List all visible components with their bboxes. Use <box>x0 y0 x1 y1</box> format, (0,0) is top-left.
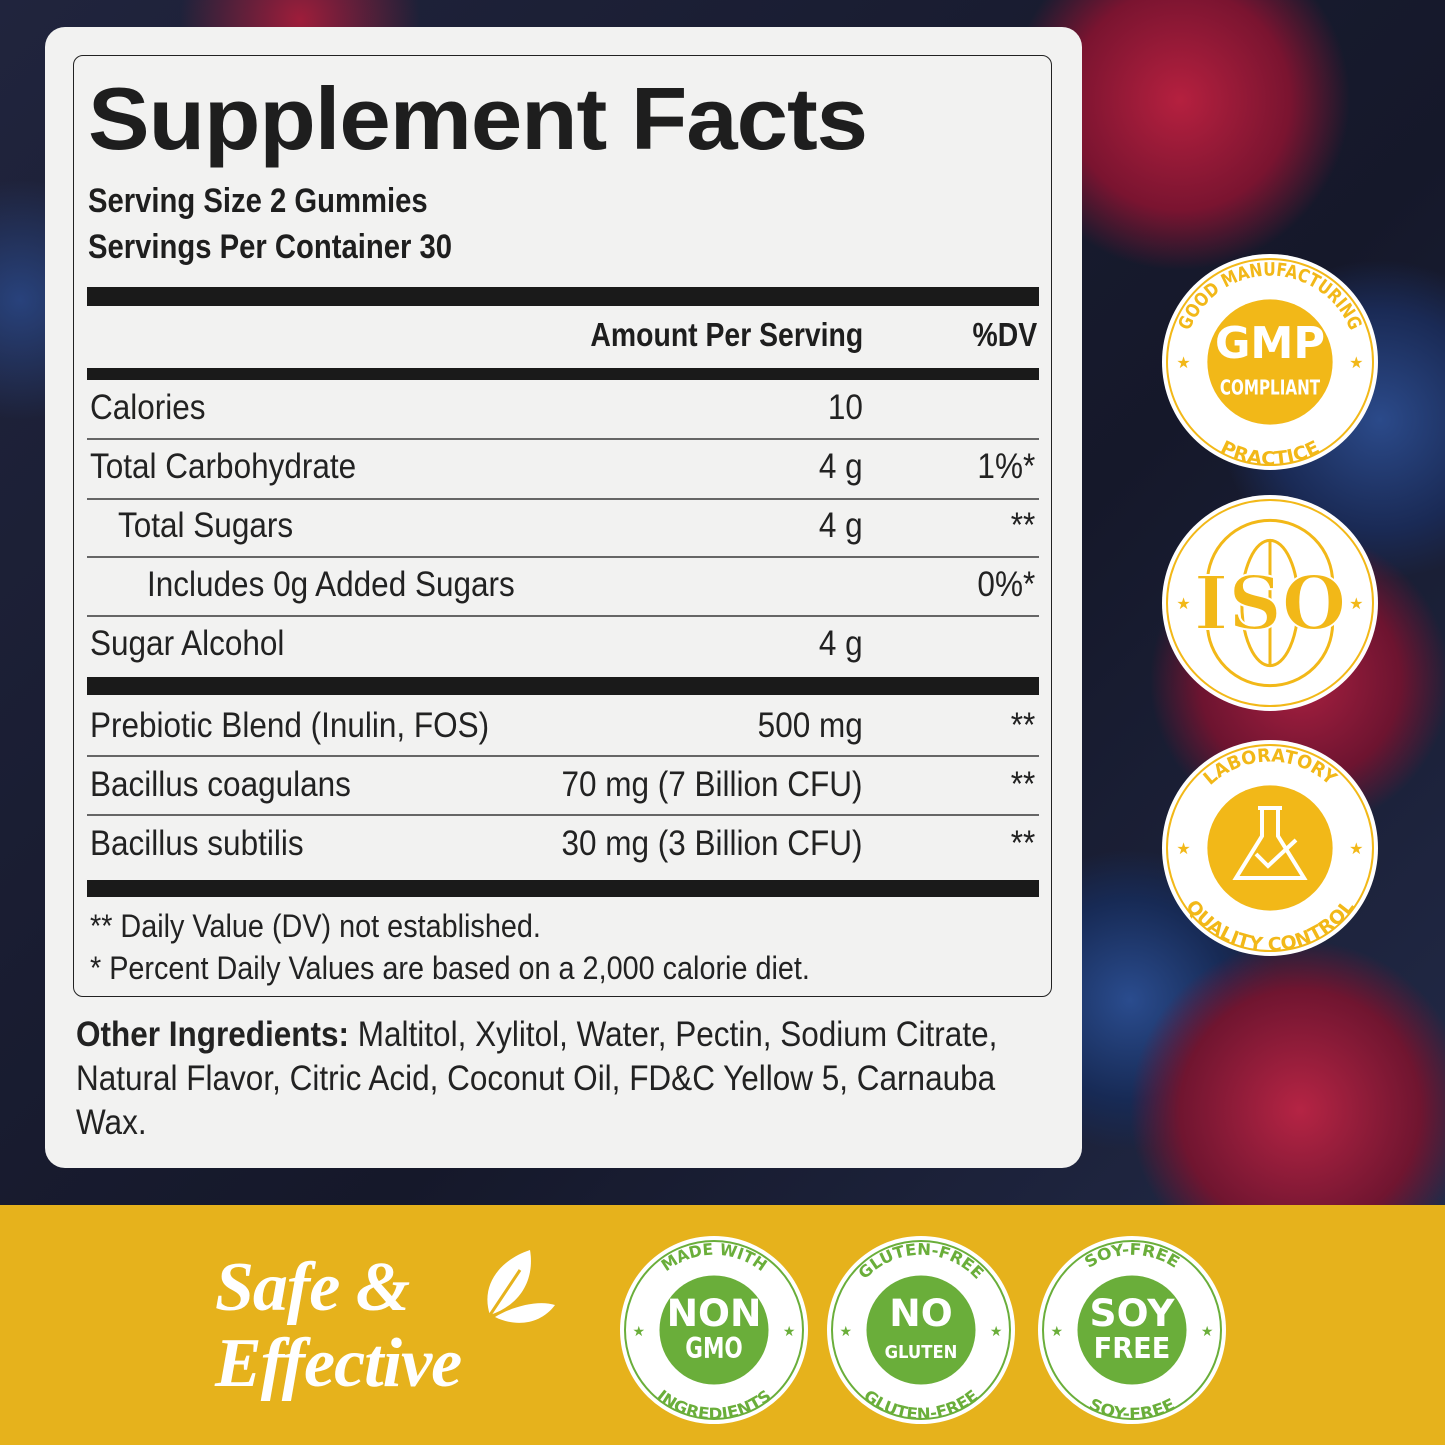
nutrient-name: Bacillus subtilis <box>90 824 304 863</box>
lab-quality-badge: LABORATORY QUALITY CONTROL ★ ★ <box>1158 736 1382 965</box>
nutrient-amount: 4 g <box>819 447 863 486</box>
table-row: Total Carbohydrate 4 g 1%* <box>87 447 1039 487</box>
nutrient-amount: 500 mg <box>757 706 863 745</box>
nutrient-dv: ** <box>1010 506 1035 545</box>
tagline: Safe & Effective <box>215 1250 595 1402</box>
row-divider <box>87 814 1039 816</box>
star-icon: ★ <box>839 1323 852 1339</box>
page-title: Supplement Facts <box>88 69 868 168</box>
badge-center-subtext: COMPLIANT <box>1220 375 1320 399</box>
star-icon: ★ <box>1176 840 1191 858</box>
badge-center-text: NON <box>667 1291 762 1335</box>
badge-center-text: ISO <box>1194 561 1347 647</box>
flask-check-icon <box>1232 806 1308 880</box>
nutrient-dv: ** <box>1010 824 1035 863</box>
nutrient-amount: 30 mg (3 Billion CFU) <box>561 824 863 863</box>
table-row: Calories 10 <box>87 388 1039 428</box>
other-ingredients-label: Other Ingredients: <box>76 1015 350 1054</box>
row-divider <box>87 556 1039 558</box>
table-row: Total Sugars 4 g ** <box>87 506 1039 546</box>
divider-thick <box>87 880 1039 897</box>
gmp-badge: GOOD MANUFACTURING PRACTICE ★ ★ GMP COMPLI… <box>1158 250 1382 479</box>
nutrient-name: Total Carbohydrate <box>90 447 357 486</box>
nutrient-dv: 0%* <box>977 565 1035 604</box>
tagline-line2: Effective <box>215 1325 462 1402</box>
star-icon: ★ <box>783 1323 796 1339</box>
table-row: Prebiotic Blend (Inulin, FOS) 500 mg ** <box>87 706 1039 746</box>
nutrient-dv: ** <box>1010 765 1035 804</box>
serving-size: Serving Size 2 Gummies <box>88 182 428 220</box>
star-icon: ★ <box>1176 354 1191 372</box>
divider-thick <box>87 368 1039 380</box>
servings-per-container: Servings Per Container 30 <box>88 228 453 266</box>
amount-header: Amount Per Serving <box>590 316 863 353</box>
row-divider <box>87 755 1039 757</box>
star-icon: ★ <box>1050 1323 1063 1339</box>
star-icon: ★ <box>990 1323 1003 1339</box>
nutrient-name: Prebiotic Blend (Inulin, FOS) <box>90 706 490 745</box>
star-icon: ★ <box>1201 1323 1214 1339</box>
star-icon: ★ <box>1176 595 1191 613</box>
badge-center-subtext: FREE <box>1094 1332 1171 1365</box>
nutrient-dv: 1%* <box>977 447 1035 486</box>
leaf-icon <box>487 1250 555 1323</box>
badge-center-subtext: GLUTEN <box>885 1342 958 1363</box>
nutrient-name: Total Sugars <box>118 506 294 545</box>
nutrient-name: Includes 0g Added Sugars <box>147 565 515 604</box>
other-ingredients: Other Ingredients: Maltitol, Xylitol, Wa… <box>76 1013 1048 1145</box>
tagline-line1: Safe & <box>215 1249 410 1326</box>
iso-badge: ★ ★ ISO <box>1158 491 1382 720</box>
divider-thick <box>87 287 1039 306</box>
nutrient-name: Sugar Alcohol <box>90 624 285 663</box>
star-icon: ★ <box>1349 354 1364 372</box>
gluten-free-badge: GLUTEN-FREE GLUTEN-FREE ★ ★ NO GLUTEN <box>823 1232 1019 1433</box>
table-row: Sugar Alcohol 4 g <box>87 624 1039 664</box>
soy-free-badge: SOY-FREE SOY-FREE ★ ★ SOY FREE <box>1034 1232 1230 1433</box>
table-row: Bacillus subtilis 30 mg (3 Billion CFU) ** <box>87 824 1039 864</box>
nutrient-amount: 4 g <box>819 506 863 545</box>
row-divider <box>87 615 1039 617</box>
nutrient-amount: 10 <box>827 388 863 427</box>
footnote-dv: ** Daily Value (DV) not established. <box>90 908 541 944</box>
dv-header: %DV <box>972 316 1037 353</box>
star-icon: ★ <box>632 1323 645 1339</box>
row-divider <box>87 438 1039 440</box>
row-divider <box>87 498 1039 500</box>
nutrient-amount: 4 g <box>819 624 863 663</box>
footnote-percent: * Percent Daily Values are based on a 2,… <box>90 950 810 986</box>
globe-icon <box>1205 518 1335 688</box>
badge-center-subtext: GMO <box>685 1332 743 1365</box>
other-ingredients-text: Maltitol, Xylitol, Water, Pectin, Sodium… <box>76 1015 998 1142</box>
nutrient-amount: 70 mg (7 Billion CFU) <box>561 765 863 804</box>
non-gmo-badge: MADE WITH INGREDIENTS ★ ★ NON GMO <box>616 1232 812 1433</box>
table-row: Bacillus coagulans 70 mg (7 Billion CFU) *… <box>87 765 1039 805</box>
badge-center-text: NO <box>889 1291 952 1335</box>
badge-center-text: GMP <box>1215 319 1325 369</box>
nutrient-name: Calories <box>90 388 206 427</box>
nutrient-name: Bacillus coagulans <box>90 765 351 804</box>
badge-center-text: SOY <box>1090 1291 1176 1335</box>
star-icon: ★ <box>1349 840 1364 858</box>
nutrient-dv: ** <box>1010 706 1035 745</box>
table-row: Includes 0g Added Sugars 0%* <box>87 565 1039 605</box>
star-icon: ★ <box>1349 595 1364 613</box>
label-panel <box>45 27 1082 1168</box>
supplement-facts-box <box>73 55 1052 997</box>
divider-thick <box>87 677 1039 695</box>
